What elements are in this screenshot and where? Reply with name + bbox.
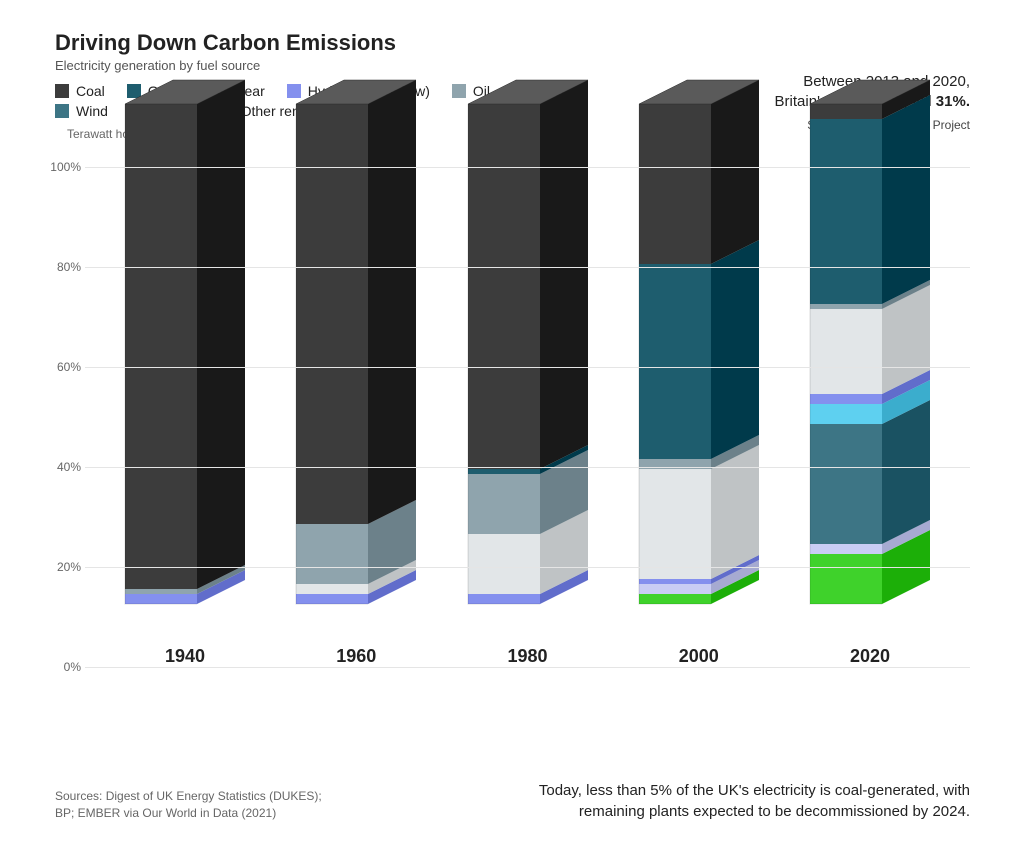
legend-item-wind: Wind <box>55 103 108 119</box>
iso-column-2000 <box>639 104 759 604</box>
sources: Sources: Digest of UK Energy Statistics … <box>55 788 322 822</box>
legend-swatch-wind <box>55 104 69 118</box>
gridline <box>85 467 970 468</box>
column-1940: 1940 <box>115 104 255 667</box>
year-label-2020: 2020 <box>850 646 890 667</box>
legend-label-wind: Wind <box>76 103 108 119</box>
year-label-1960: 1960 <box>336 646 376 667</box>
column-2020: 2020 <box>800 104 940 667</box>
sources-line1: Sources: Digest of UK Energy Statistics … <box>55 788 322 805</box>
iso-column-2020 <box>810 104 930 604</box>
legend-swatch-oil <box>452 84 466 98</box>
chart-subtitle: Electricity generation by fuel source <box>55 58 970 73</box>
column-1960: 1960 <box>286 104 426 667</box>
sources-line2: BP; EMBER via Our World in Data (2021) <box>55 805 322 822</box>
chart: Terawatt hours 19401960198020002020 0%20… <box>85 147 970 707</box>
legend-swatch-coal <box>55 84 69 98</box>
legend-item-coal: Coal <box>55 83 105 99</box>
iso-column-1940 <box>125 104 245 604</box>
page-title: Driving Down Carbon Emissions <box>55 30 970 56</box>
year-label-1980: 1980 <box>507 646 547 667</box>
legend-swatch-hydro <box>287 84 301 98</box>
ytick: 80% <box>49 260 81 274</box>
gridline <box>85 267 970 268</box>
ytick: 0% <box>49 660 81 674</box>
gridline <box>85 567 970 568</box>
columns-container: 1940 1960 1980 2000 2020 <box>85 167 970 667</box>
footnote: Today, less than 5% of the UK's electric… <box>510 780 970 822</box>
ytick: 40% <box>49 460 81 474</box>
ytick: 20% <box>49 560 81 574</box>
ytick: 60% <box>49 360 81 374</box>
year-label-2000: 2000 <box>679 646 719 667</box>
iso-column-1980 <box>468 104 588 604</box>
legend-swatch-gas <box>127 84 141 98</box>
column-1980: 1980 <box>458 104 598 667</box>
iso-column-1960 <box>296 104 416 604</box>
legend-label-coal: Coal <box>76 83 105 99</box>
ytick: 100% <box>49 160 81 174</box>
year-label-1940: 1940 <box>165 646 205 667</box>
gridline <box>85 367 970 368</box>
column-2000: 2000 <box>629 104 769 667</box>
gridline <box>85 167 970 168</box>
gridline <box>85 667 970 668</box>
